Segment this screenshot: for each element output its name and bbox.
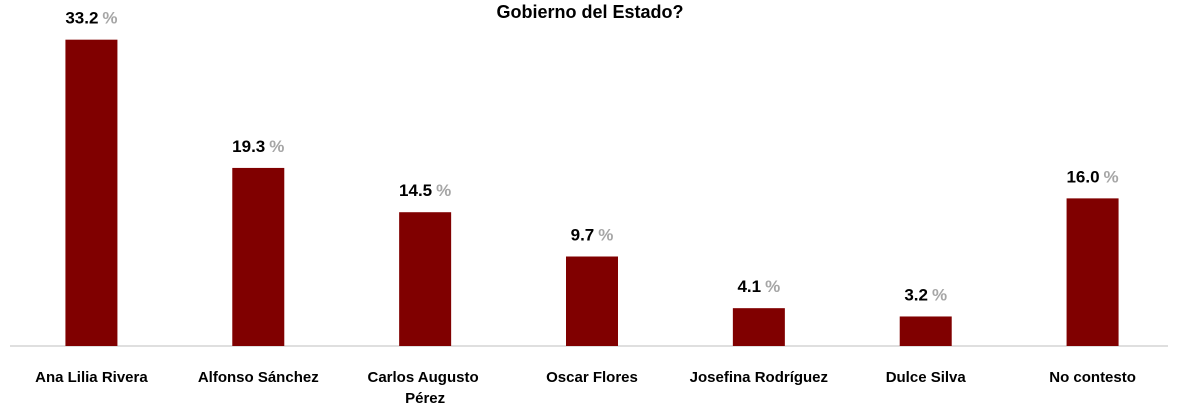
data-label-value: 4.1: [737, 277, 761, 296]
data-label: 4.1%: [737, 277, 780, 296]
x-tick-label: Josefina Rodríguez: [690, 369, 828, 386]
x-tick-label: No contesto: [1049, 369, 1136, 386]
data-label-value: 16.0: [1066, 167, 1099, 186]
data-label-unit: %: [436, 181, 451, 200]
data-label-unit: %: [102, 9, 117, 28]
data-label-value: 19.3: [232, 137, 265, 156]
x-tick-label: Carlos Augusto Pérez: [367, 369, 482, 407]
data-label-unit: %: [765, 277, 780, 296]
data-label-unit: %: [269, 137, 284, 156]
data-label: 33.2%: [65, 9, 117, 28]
bar: [232, 167, 285, 346]
bar: [399, 212, 452, 346]
x-tick-label: Ana Lilia Rivera: [35, 369, 148, 386]
data-label-value: 3.2: [904, 285, 928, 304]
data-label-value: 9.7: [571, 226, 595, 245]
bar: [1066, 198, 1119, 346]
data-label-value: 14.5: [399, 181, 432, 200]
bar: [899, 316, 952, 346]
chart-title: Gobierno del Estado?: [496, 2, 683, 22]
data-label-unit: %: [932, 285, 947, 304]
data-label-unit: %: [598, 226, 613, 245]
bar: [732, 308, 785, 346]
data-label-unit: %: [1104, 167, 1119, 186]
x-tick-label: Dulce Silva: [886, 369, 967, 386]
data-label: 19.3%: [232, 137, 284, 156]
data-label-value: 33.2: [65, 9, 98, 28]
data-label: 3.2%: [904, 285, 947, 304]
x-tick-label: Oscar Flores: [546, 369, 638, 386]
data-label: 16.0%: [1066, 167, 1118, 186]
data-label: 9.7%: [571, 226, 614, 245]
data-label: 14.5%: [399, 181, 451, 200]
bar: [566, 256, 618, 346]
x-tick-label: Alfonso Sánchez: [198, 369, 319, 386]
bar: [65, 39, 118, 346]
